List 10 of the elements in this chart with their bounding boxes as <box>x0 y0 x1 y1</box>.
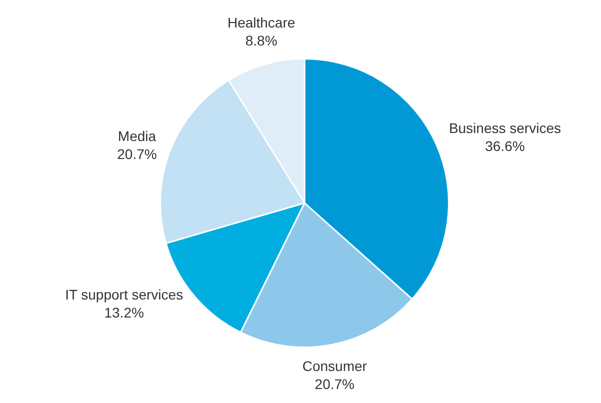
data-label: 20.7% <box>314 376 354 392</box>
data-label: 13.2% <box>104 304 144 320</box>
data-label: 36.6% <box>485 138 525 154</box>
slice-label: Media <box>118 128 156 144</box>
slice-label: Healthcare <box>227 14 296 31</box>
slice-label: IT support services <box>65 286 184 302</box>
data-label: 8.8% <box>245 32 278 49</box>
data-label: 20.7% <box>117 146 157 162</box>
slice-label: Business services <box>448 120 561 136</box>
slice-label: Consumer <box>302 358 368 374</box>
